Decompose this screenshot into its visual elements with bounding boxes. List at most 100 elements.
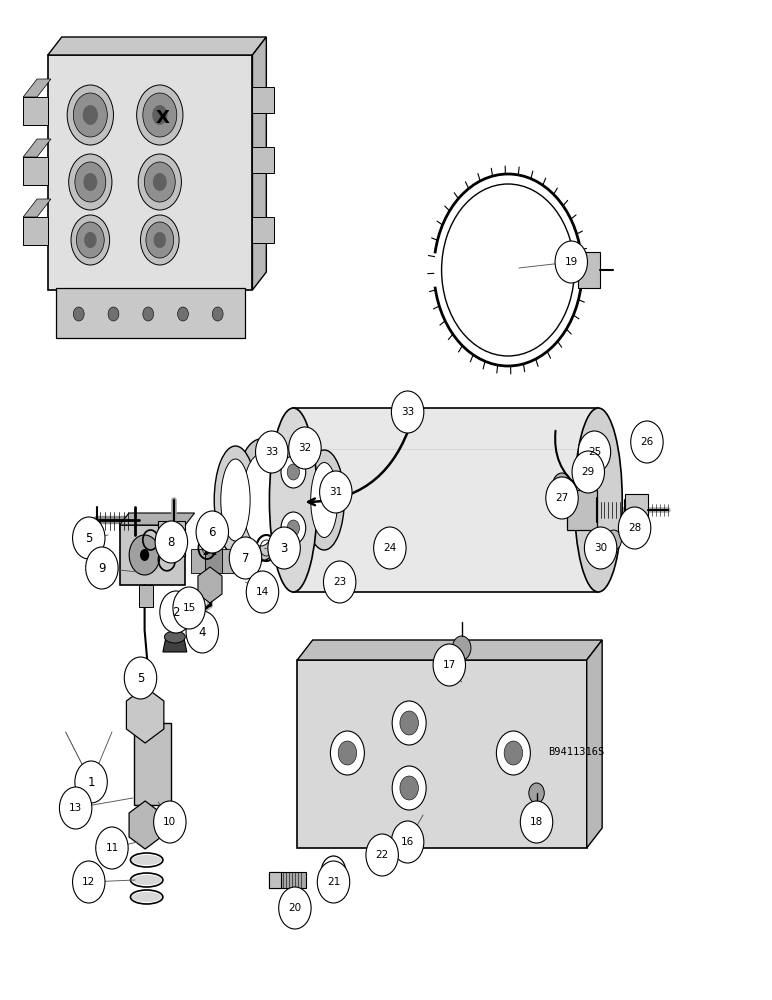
Circle shape [618,507,651,549]
Text: 22: 22 [375,850,389,860]
Polygon shape [48,37,266,55]
Text: 10: 10 [163,817,177,827]
Text: 5: 5 [137,672,144,684]
Bar [120,525,185,585]
Circle shape [321,856,346,888]
Circle shape [555,241,587,283]
Ellipse shape [132,855,161,865]
Bar [139,585,153,607]
Polygon shape [367,841,392,869]
Circle shape [578,431,611,473]
Circle shape [320,471,352,513]
Bar [48,55,252,290]
Circle shape [584,527,617,569]
Bar [222,549,234,573]
Text: 29: 29 [581,467,595,477]
Circle shape [143,307,154,321]
Circle shape [129,535,160,575]
Circle shape [146,222,174,258]
Circle shape [553,473,571,497]
Text: 24: 24 [383,543,397,553]
Circle shape [268,527,300,569]
Circle shape [196,511,229,553]
Circle shape [400,711,418,735]
Circle shape [73,307,84,321]
Circle shape [287,520,300,536]
Circle shape [76,222,104,258]
Ellipse shape [164,631,185,643]
Circle shape [366,834,398,876]
Text: 23: 23 [333,577,347,587]
Text: 25: 25 [587,447,601,457]
Circle shape [391,391,424,433]
Bar [252,217,274,243]
Circle shape [144,162,175,202]
Circle shape [186,611,218,653]
Circle shape [59,787,92,829]
Polygon shape [160,523,180,553]
Polygon shape [297,640,602,660]
Ellipse shape [269,408,317,592]
Text: 7: 7 [242,552,249,564]
FancyArrowPatch shape [308,431,408,505]
Circle shape [96,827,128,869]
Circle shape [504,741,523,765]
Ellipse shape [221,459,250,541]
Circle shape [73,93,107,137]
Circle shape [138,154,181,210]
Bar [293,408,598,592]
Circle shape [631,421,663,463]
Ellipse shape [574,408,622,592]
Bar [297,660,587,848]
Circle shape [67,85,113,145]
Text: 27: 27 [555,493,569,503]
Polygon shape [163,637,187,652]
Ellipse shape [215,446,256,554]
Polygon shape [120,513,195,525]
Circle shape [73,861,105,903]
Circle shape [84,232,96,248]
Bar [23,97,48,125]
Circle shape [75,162,106,202]
Text: 6: 6 [208,526,216,538]
Circle shape [529,783,544,803]
Polygon shape [23,199,51,217]
Text: 30: 30 [594,543,608,553]
Circle shape [330,731,364,775]
Text: 4: 4 [198,626,206,639]
Circle shape [392,766,426,810]
Circle shape [86,547,118,589]
Text: 12: 12 [82,877,96,887]
Circle shape [124,657,157,699]
Circle shape [520,801,553,843]
Circle shape [400,776,418,800]
Text: 19: 19 [564,257,578,267]
Polygon shape [252,37,266,290]
Circle shape [154,801,186,843]
Bar [269,872,306,888]
Circle shape [496,731,530,775]
Polygon shape [127,687,164,743]
Ellipse shape [310,462,338,538]
Circle shape [279,887,311,929]
Text: 17: 17 [442,660,456,670]
Circle shape [173,587,205,629]
Text: 26: 26 [640,437,654,447]
Polygon shape [129,801,161,849]
Circle shape [178,307,188,321]
Polygon shape [587,640,602,848]
Ellipse shape [235,439,287,561]
Circle shape [289,427,321,469]
Text: 28: 28 [628,523,642,533]
Bar [23,217,48,245]
Circle shape [69,154,112,210]
Circle shape [155,521,188,563]
Text: 32: 32 [298,443,312,453]
Text: 3: 3 [280,542,288,554]
Circle shape [141,215,179,265]
Circle shape [391,821,424,863]
Circle shape [160,591,192,633]
Text: X: X [155,109,169,127]
Text: 33: 33 [265,447,279,457]
Bar [56,288,245,338]
